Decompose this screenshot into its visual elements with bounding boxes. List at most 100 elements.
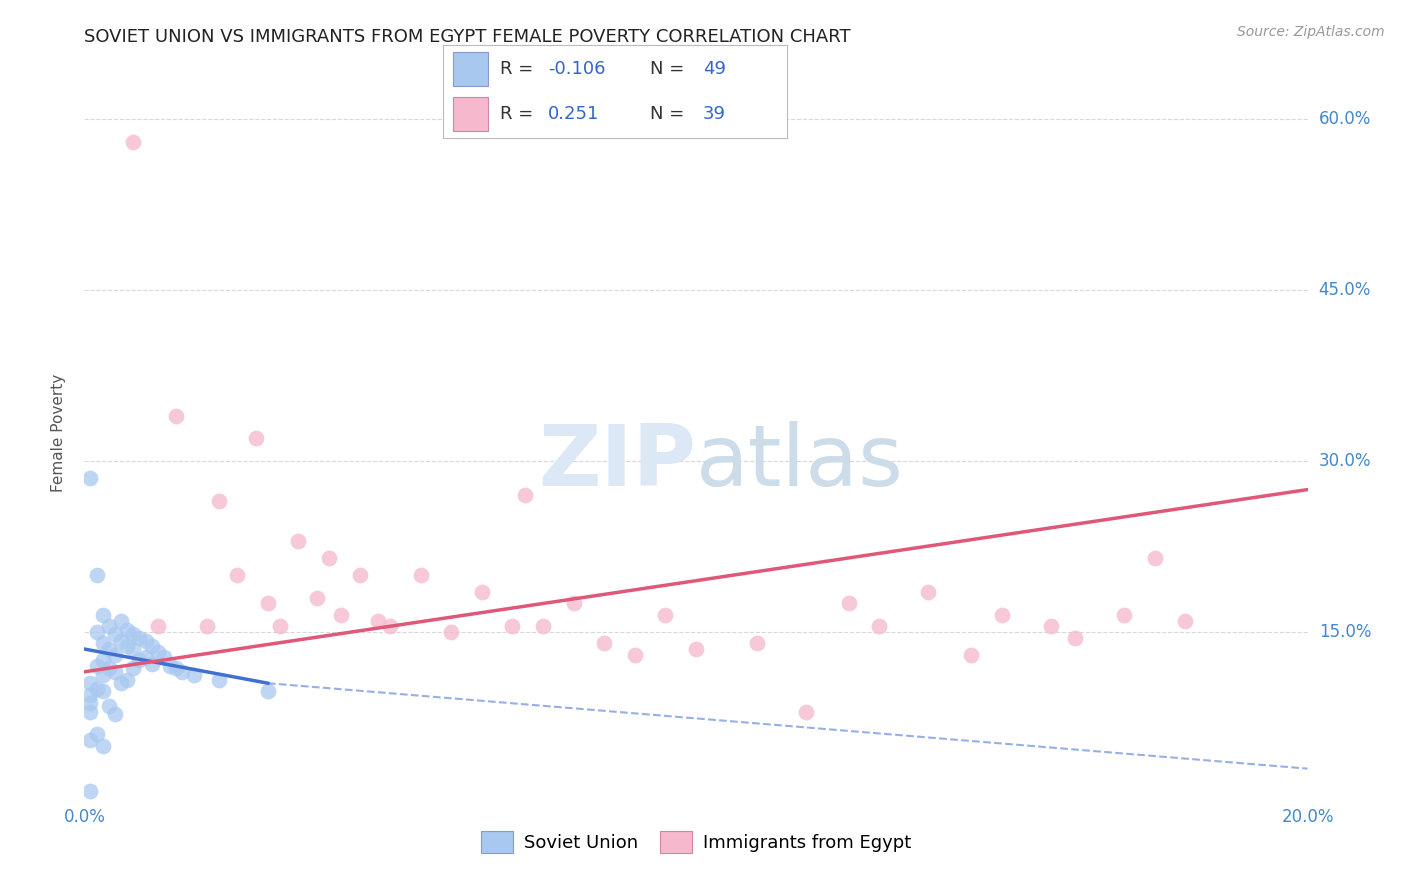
Text: 15.0%: 15.0% (1319, 623, 1371, 641)
Legend: Soviet Union, Immigrants from Egypt: Soviet Union, Immigrants from Egypt (474, 824, 918, 861)
Point (86, 727, 108, 741)
Point (380, 619, 402, 633)
Point (97, 642, 120, 657)
Point (97, 698, 120, 713)
Point (183, 668, 205, 682)
Point (245, 431, 267, 445)
Text: Source: ZipAtlas.com: Source: ZipAtlas.com (1237, 25, 1385, 39)
Point (79, 471, 101, 485)
Point (991, 607, 1014, 622)
Point (1174, 614, 1197, 628)
Point (960, 648, 983, 662)
Point (794, 705, 817, 719)
Point (86, 568, 108, 582)
Point (104, 706, 127, 721)
Point (654, 607, 676, 622)
Text: ZIP: ZIP (538, 421, 696, 504)
Point (104, 665, 127, 679)
Point (165, 409, 187, 423)
Point (409, 568, 432, 582)
Point (97, 661, 120, 675)
Point (86, 659, 108, 673)
Point (128, 653, 150, 667)
Text: -0.106: -0.106 (548, 60, 606, 78)
Point (91, 739, 114, 753)
Text: R =: R = (499, 60, 538, 78)
Point (104, 627, 127, 641)
Point (110, 634, 132, 648)
Text: atlas: atlas (696, 421, 904, 504)
Point (110, 676, 132, 690)
Point (141, 657, 163, 671)
Point (305, 591, 328, 605)
Point (97, 619, 120, 633)
Point (513, 488, 536, 502)
Point (1039, 619, 1062, 633)
Point (135, 634, 157, 648)
Point (128, 631, 150, 645)
Point (226, 568, 249, 582)
Point (287, 533, 309, 548)
Text: 60.0%: 60.0% (1319, 111, 1371, 128)
Point (110, 614, 132, 628)
Point (159, 659, 181, 673)
Point (115, 673, 138, 687)
Point (86, 681, 108, 696)
Point (91, 636, 114, 650)
Point (122, 642, 145, 657)
Point (79, 696, 101, 710)
Point (115, 623, 138, 637)
Point (624, 648, 647, 662)
Point (869, 619, 891, 633)
Point (79, 676, 101, 690)
Text: N =: N = (650, 105, 689, 123)
Point (122, 135, 145, 149)
Point (330, 607, 353, 622)
Bar (453, 97, 488, 131)
Point (146, 619, 169, 633)
Point (172, 665, 194, 679)
Point (1064, 631, 1087, 645)
Point (79, 688, 101, 702)
Point (153, 650, 176, 665)
Point (531, 619, 554, 633)
Text: N =: N = (650, 60, 689, 78)
Point (685, 642, 707, 657)
Point (747, 636, 769, 650)
Point (115, 639, 138, 653)
Text: 39: 39 (703, 105, 725, 123)
Point (562, 597, 585, 611)
Point (1143, 550, 1166, 565)
Point (195, 619, 218, 633)
Text: 0.251: 0.251 (548, 105, 599, 123)
Point (91, 668, 114, 682)
Point (165, 661, 187, 675)
Point (471, 585, 494, 599)
Text: 45.0%: 45.0% (1319, 281, 1371, 299)
Point (91, 607, 114, 622)
Point (502, 619, 524, 633)
Text: 30.0%: 30.0% (1319, 452, 1371, 470)
Point (122, 661, 145, 675)
Point (135, 650, 157, 665)
Point (349, 568, 371, 582)
Point (79, 733, 101, 747)
Point (122, 627, 145, 641)
Point (257, 597, 280, 611)
Text: SOVIET UNION VS IMMIGRANTS FROM EGYPT FEMALE POVERTY CORRELATION CHART: SOVIET UNION VS IMMIGRANTS FROM EGYPT FE… (84, 28, 851, 45)
Point (208, 494, 231, 508)
Point (318, 550, 340, 565)
Point (141, 639, 163, 653)
Point (1114, 607, 1136, 622)
Point (257, 684, 280, 698)
Point (440, 624, 463, 639)
Point (367, 614, 389, 628)
Point (79, 784, 101, 798)
Y-axis label: Female Poverty: Female Poverty (51, 374, 66, 491)
Point (593, 636, 616, 650)
Point (208, 673, 231, 687)
Point (269, 619, 291, 633)
Point (79, 705, 101, 719)
Point (104, 648, 127, 662)
Point (91, 653, 114, 667)
